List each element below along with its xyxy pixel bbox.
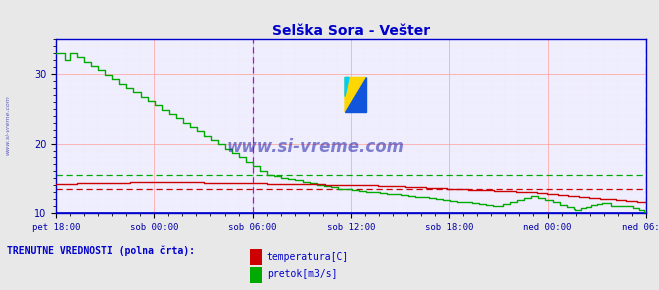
Polygon shape [345,77,366,112]
Title: Selška Sora - Vešter: Selška Sora - Vešter [272,24,430,38]
Text: TRENUTNE VREDNOSTI (polna črta):: TRENUTNE VREDNOSTI (polna črta): [7,245,194,255]
Text: www.si-vreme.com: www.si-vreme.com [227,138,405,156]
Text: temperatura[C]: temperatura[C] [267,252,349,262]
Text: pretok[m3/s]: pretok[m3/s] [267,269,337,279]
Polygon shape [345,77,366,112]
Text: www.si-vreme.com: www.si-vreme.com [5,95,11,155]
Polygon shape [345,77,349,97]
